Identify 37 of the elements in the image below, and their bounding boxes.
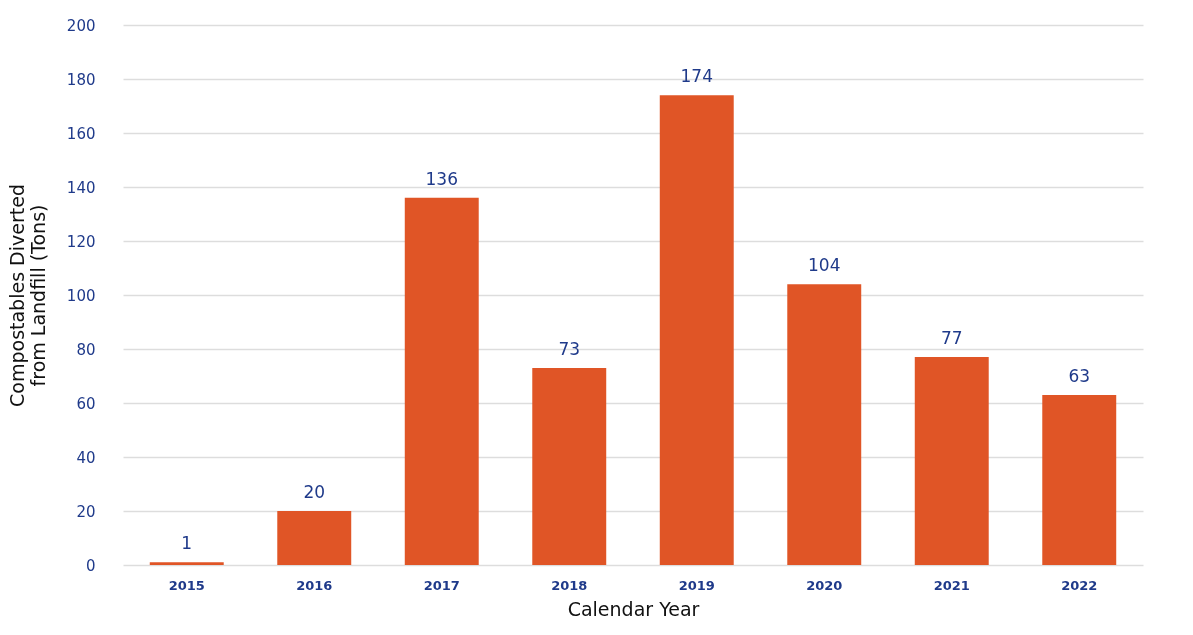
y-tick-label: 120 [66, 232, 96, 251]
bar [532, 367, 607, 565]
y-tick-label: 180 [66, 70, 96, 89]
y-axis-title: Compostables Diverted from Landfill (Tons) [5, 184, 49, 407]
y-tick-label: 80 [76, 340, 96, 359]
data-label: 77 [940, 328, 963, 349]
bar [277, 511, 352, 565]
data-label: 136 [425, 168, 458, 189]
x-tick-label: 2015 [168, 577, 205, 593]
bar [404, 197, 479, 565]
data-label: 73 [558, 338, 581, 359]
y-tick-label: 0 [85, 556, 96, 575]
y-tick-label: 20 [76, 502, 96, 521]
bar [149, 562, 224, 565]
bar [659, 95, 734, 565]
y-tick-label: 160 [66, 124, 96, 143]
data-label: 63 [1068, 365, 1091, 386]
bar [914, 357, 989, 565]
y-tick-label: 140 [66, 178, 96, 197]
data-label: 104 [808, 255, 841, 276]
x-tick-label: 2019 [678, 577, 715, 593]
x-tick-label: 2017 [423, 577, 460, 593]
data-label: 20 [303, 482, 326, 502]
y-tick-label: 100 [66, 286, 96, 305]
data-label: 174 [680, 66, 713, 87]
x-tick-label: 2021 [933, 577, 970, 593]
bar [1042, 394, 1117, 565]
y-tick-label: 40 [76, 448, 96, 467]
x-tick-label: 2022 [1061, 577, 1098, 593]
x-tick-label: 2020 [806, 577, 843, 593]
data-label: 1 [181, 533, 193, 554]
bar [787, 284, 862, 565]
x-tick-label: 2016 [296, 577, 333, 593]
y-tick-label: 200 [66, 16, 96, 35]
x-axis-title: Calendar Year [567, 597, 700, 620]
x-tick-label: 2018 [551, 577, 588, 593]
y-tick-label: 60 [76, 394, 96, 413]
